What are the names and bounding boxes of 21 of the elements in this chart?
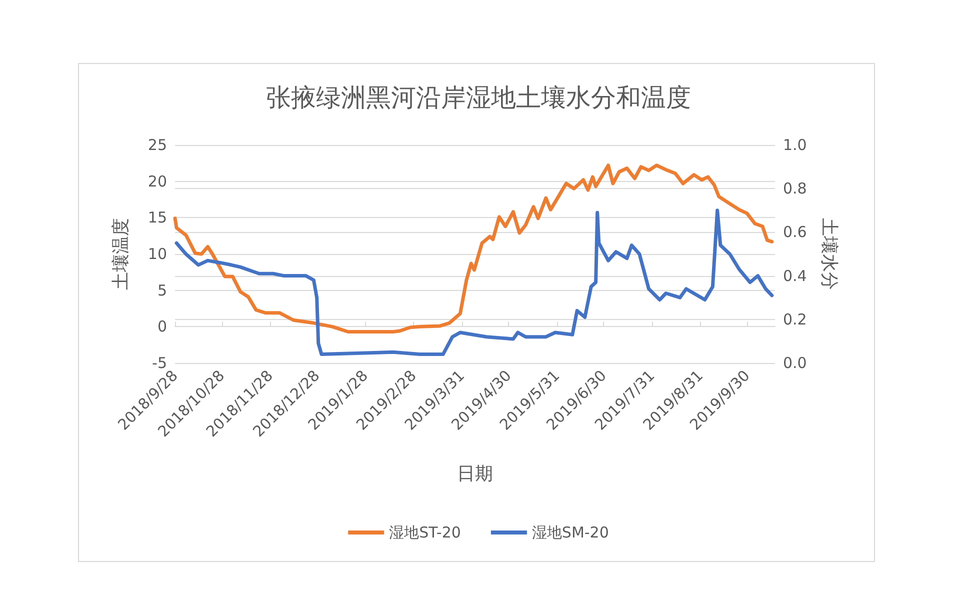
y-tick-label: -5 bbox=[152, 354, 167, 372]
y-axis-title: 土壤温度 bbox=[110, 218, 132, 290]
y2-tick-label: 1.0 bbox=[783, 136, 807, 154]
y2-tick-label: 0.4 bbox=[783, 266, 807, 285]
y-tick-label: 15 bbox=[148, 208, 167, 227]
y2-axis-title: 土壤水分 bbox=[818, 218, 840, 290]
chart-title: 张掖绿洲黑河沿岸湿地土壤水分和温度 bbox=[266, 83, 691, 112]
y-tick-label: 0 bbox=[157, 318, 167, 336]
x-axis-title: 日期 bbox=[457, 464, 493, 484]
y-tick-label: 5 bbox=[157, 281, 167, 300]
legend-label: 湿地SM-20 bbox=[532, 524, 609, 542]
y2-tick-label: 0.0 bbox=[783, 354, 807, 372]
y-tick-label: 25 bbox=[148, 136, 167, 154]
line-series bbox=[174, 208, 774, 356]
y2-tick-label: 0.2 bbox=[783, 310, 807, 328]
legend-label: 湿地ST-20 bbox=[389, 524, 461, 542]
y-tick-label: 20 bbox=[148, 172, 167, 190]
y2-tick-label: 0.6 bbox=[783, 223, 807, 242]
y-tick-label: 10 bbox=[148, 245, 167, 263]
line-series bbox=[173, 164, 774, 334]
y2-tick-label: 0.8 bbox=[783, 180, 807, 198]
